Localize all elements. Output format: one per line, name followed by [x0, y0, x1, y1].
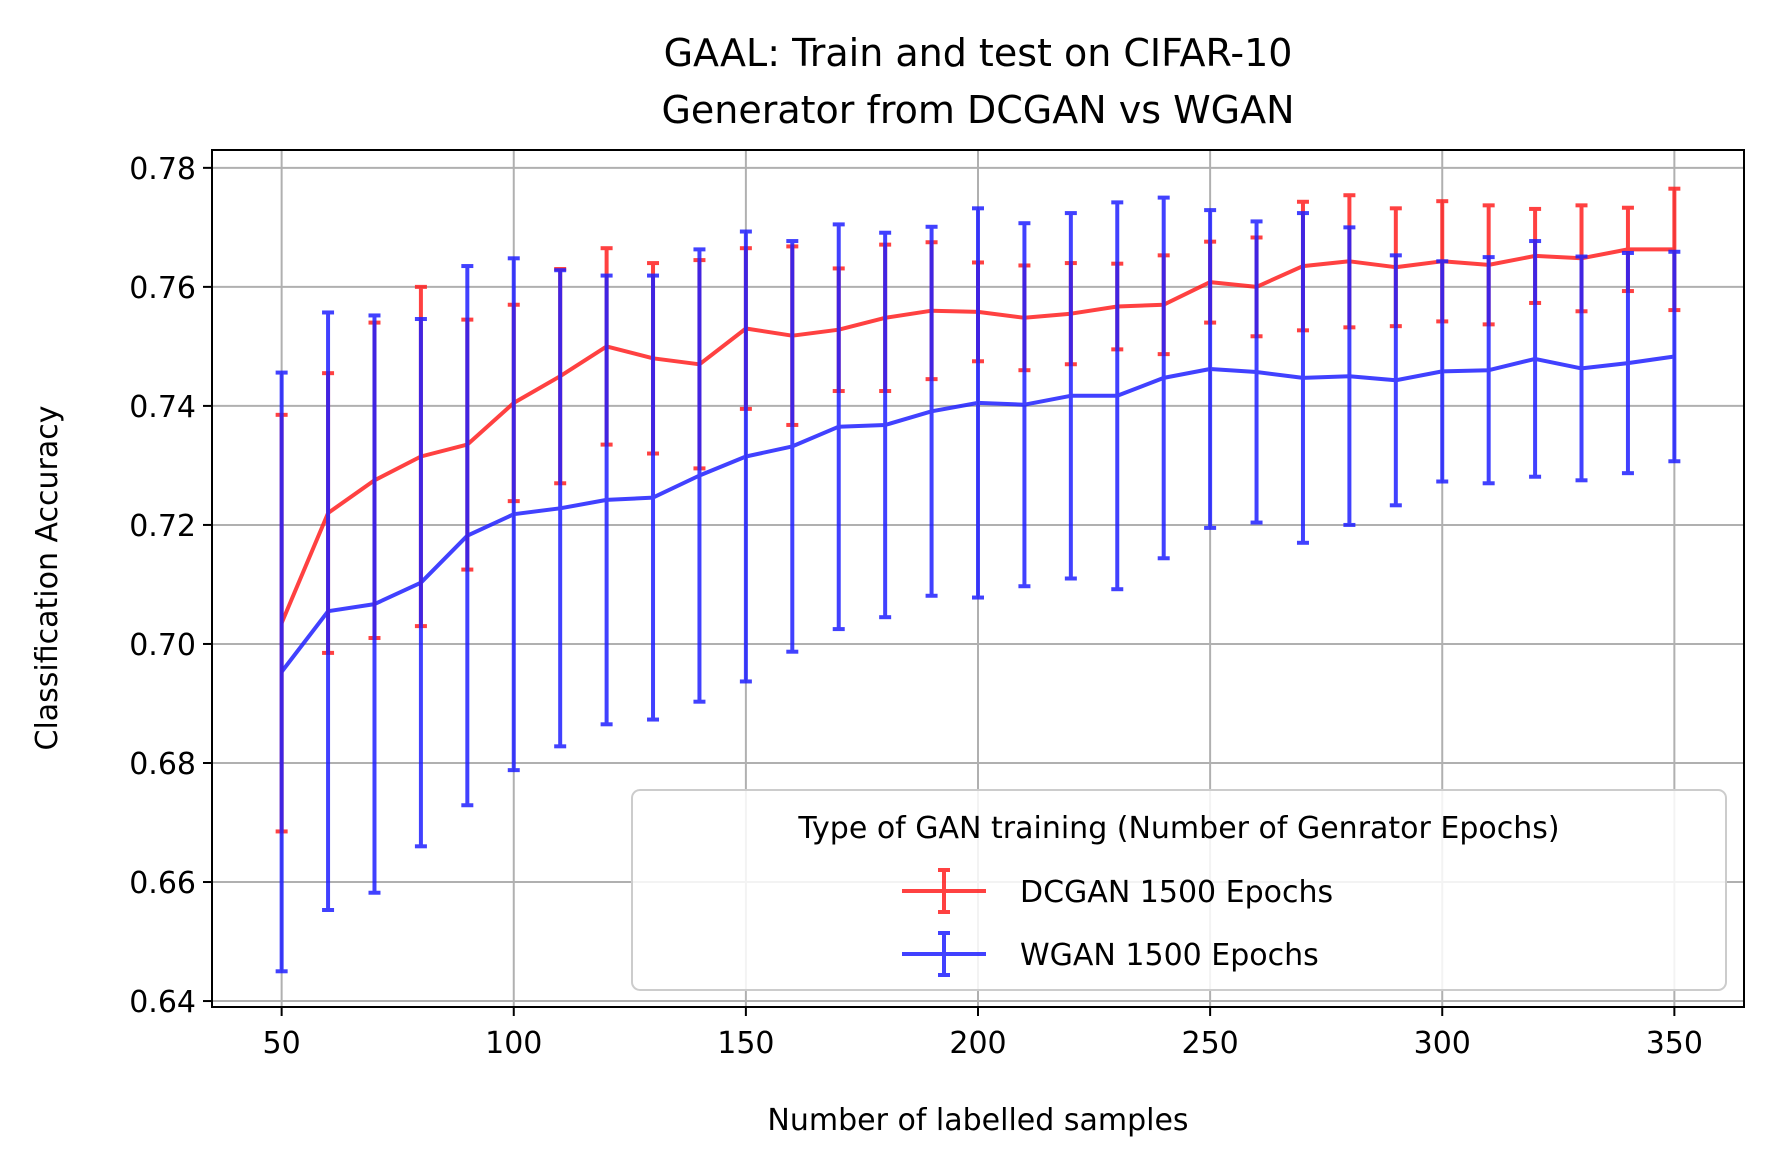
y-tick-label: 0.66 — [129, 866, 196, 901]
chart-title-line-1: GAAL: Train and test on CIFAR-10 — [664, 31, 1293, 75]
legend-box — [631, 789, 1727, 991]
x-tick-label: 250 — [1181, 1026, 1238, 1061]
y-tick-label: 0.74 — [129, 390, 196, 425]
y-tick-label: 0.64 — [129, 985, 196, 1020]
y-tick-label: 0.70 — [129, 628, 196, 663]
y-axis-label: Classification Accuracy — [30, 406, 65, 751]
legend-entry — [902, 868, 986, 914]
y-tick-label: 0.68 — [129, 747, 196, 782]
legend-label: WGAN 1500 Epochs — [1020, 938, 1319, 973]
y-tick-label: 0.72 — [129, 509, 196, 544]
x-tick-label: 350 — [1646, 1026, 1703, 1061]
x-tick-label: 150 — [717, 1026, 774, 1061]
y-tick-label: 0.78 — [129, 152, 196, 187]
chart-title-line-2: Generator from DCGAN vs WGAN — [661, 88, 1294, 132]
legend-label: DCGAN 1500 Epochs — [1020, 875, 1333, 910]
x-tick-label: 200 — [949, 1026, 1006, 1061]
y-tick-label: 0.76 — [129, 271, 196, 306]
series-2 — [275, 195, 1681, 974]
legend: Type of GAN training (Number of Genrator… — [631, 789, 1727, 991]
x-axis: 50 100 150 200 250 300 350 — [263, 1007, 1703, 1061]
x-tick-label: 50 — [263, 1026, 301, 1061]
legend-title: Type of GAN training (Number of Genrator… — [797, 811, 1559, 846]
x-tick-label: 100 — [485, 1026, 542, 1061]
x-tick-label: 300 — [1414, 1026, 1471, 1061]
y-axis: 0.64 0.66 0.68 0.70 0.72 0.74 0.76 0.78 — [129, 152, 212, 1020]
x-axis-label: Number of labelled samples — [767, 1103, 1188, 1138]
legend-entry — [902, 931, 986, 977]
legend-entries: DCGAN 1500 Epochs WGAN 1500 Epochs — [902, 868, 1333, 977]
series-line — [280, 354, 1675, 674]
series-layer — [275, 186, 1681, 974]
